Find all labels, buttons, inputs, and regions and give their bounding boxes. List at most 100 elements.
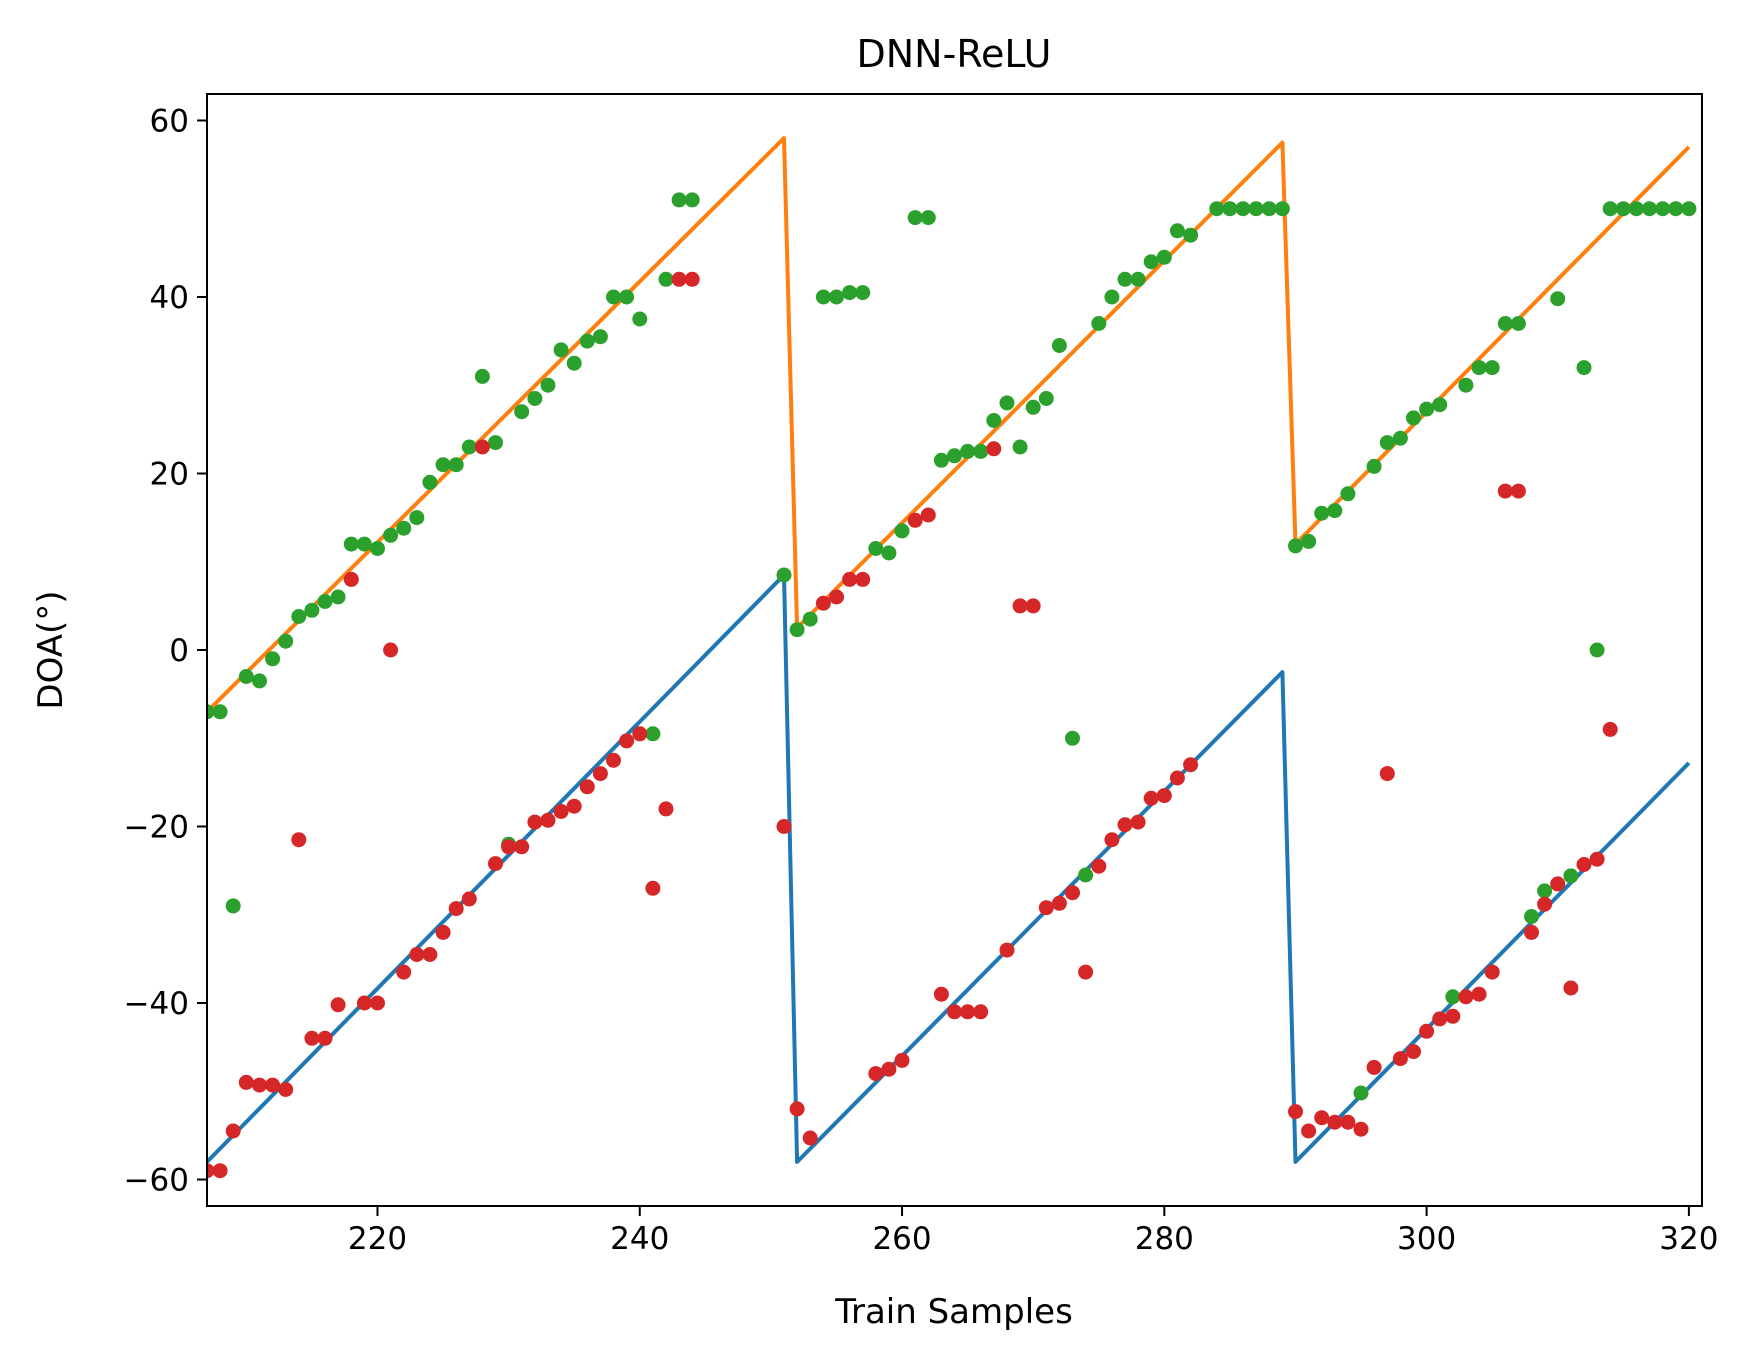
scatter-point-2-25 (527, 391, 543, 406)
scatter-point-3-33 (632, 726, 648, 742)
scatter-point-2-41 (815, 289, 831, 305)
scatter-point-3-38 (776, 819, 792, 834)
scatter-point-2-86 (1419, 401, 1435, 417)
scatter-point-3-64 (1117, 817, 1133, 833)
scatter-point-2-15 (396, 520, 412, 536)
scatter-point-3-55 (999, 942, 1015, 958)
scatter-point-2-103 (1642, 201, 1657, 217)
scatter-point-3-52 (960, 1004, 976, 1020)
scatter-point-2-99 (1589, 642, 1605, 658)
scatter-point-2-48 (907, 210, 923, 226)
scatter-point-3-77 (1379, 766, 1395, 782)
scatter-point-3-88 (1524, 924, 1539, 940)
scatter-point-3-25 (527, 814, 543, 830)
scatter-point-2-104 (1655, 201, 1671, 217)
scatter-point-3-67 (1156, 788, 1172, 804)
scatter-point-2-6 (278, 633, 294, 649)
y-tick-label: −40 (124, 986, 189, 1022)
scatter-point-2-62 (1091, 316, 1107, 331)
scatter-point-3-59 (1051, 895, 1067, 911)
scatter-point-2-17 (422, 474, 438, 490)
y-tick-label: −20 (124, 810, 189, 846)
scatter-point-2-93 (1510, 316, 1526, 331)
scatter-point-3-69 (1183, 757, 1199, 773)
scatter-point-3-54 (986, 441, 1002, 457)
scatter-point-2-14 (383, 527, 399, 543)
scatter-point-2-28 (566, 355, 582, 371)
scatter-point-2-20 (461, 439, 477, 455)
scatter-point-2-75 (1274, 201, 1290, 217)
scatter-point-3-81 (1432, 1011, 1448, 1027)
scatter-point-3-19 (448, 901, 464, 917)
scatter-point-3-3 (238, 1074, 254, 1090)
scatter-point-2-49 (920, 210, 936, 226)
scatter-point-2-29 (579, 333, 595, 349)
scatter-point-3-87 (1510, 483, 1526, 499)
scatter-point-3-0 (207, 1163, 215, 1179)
scatter-point-3-22 (488, 856, 503, 872)
scatter-point-3-74 (1340, 1114, 1356, 1130)
scatter-point-2-50 (933, 452, 949, 468)
scatter-point-2-65 (1130, 271, 1146, 287)
scatter-point-3-44 (855, 571, 871, 587)
scatter-point-2-91 (1484, 360, 1500, 376)
scatter-point-3-58 (1038, 900, 1054, 916)
scatter-point-3-17 (422, 947, 438, 962)
scatter-point-2-56 (1012, 439, 1028, 455)
scatter-point-3-83 (1458, 989, 1474, 1005)
scatter-point-3-51 (947, 1004, 962, 1020)
scatter-point-3-76 (1366, 1059, 1382, 1075)
scatter-point-2-58 (1038, 391, 1054, 406)
scatter-point-2-106 (1681, 201, 1697, 217)
scatter-point-3-91 (1563, 980, 1579, 996)
scatter-point-3-37 (684, 271, 700, 287)
scatter-point-2-1 (212, 704, 228, 720)
y-tick-label: 40 (150, 280, 189, 316)
x-axis: 220 240 260 280 300 320 (348, 1206, 1718, 1257)
series-line-1 (207, 136, 1691, 714)
scatter-point-3-45 (868, 1066, 884, 1082)
scatter-point-3-43 (842, 571, 858, 587)
scatter-point-3-85 (1484, 964, 1500, 980)
scatter-point-3-26 (540, 812, 556, 828)
scatter-point-2-33 (632, 311, 648, 327)
scatter-point-3-35 (658, 801, 674, 817)
scatter-point-2-82 (1366, 458, 1382, 474)
scatter-point-2-19 (448, 457, 464, 473)
scatter-point-2-16 (409, 510, 425, 526)
scatter-point-3-72 (1314, 1110, 1330, 1126)
scatter-point-2-76 (1288, 538, 1303, 554)
scatter-point-2-26 (540, 377, 556, 393)
scatter-point-3-93 (1589, 851, 1605, 867)
scatter-point-3-34 (645, 880, 661, 896)
scatter-point-3-92 (1576, 857, 1592, 872)
scatter-point-2-13 (370, 541, 385, 556)
scatter-point-2-35 (658, 271, 674, 287)
y-tick-label: −60 (124, 1163, 189, 1199)
scatter-point-2-71 (1222, 201, 1238, 217)
scatter-point-3-4 (252, 1077, 267, 1093)
scatter-point-2-4 (252, 673, 267, 689)
scatter-point-3-49 (920, 507, 936, 523)
scatter-point-3-50 (933, 986, 949, 1002)
y-axis-label: DOA(°) (31, 590, 71, 709)
scatter-point-3-68 (1169, 770, 1185, 786)
scatter-point-2-31 (606, 289, 621, 305)
scatter-point-2-37 (684, 192, 700, 208)
scatter-point-3-29 (579, 779, 595, 795)
scatter-point-2-39 (789, 622, 805, 638)
scatter-point-3-75 (1353, 1121, 1369, 1137)
scatter-point-2-87 (1432, 397, 1448, 413)
scatter-point-2-102 (1628, 201, 1644, 217)
scatter-point-3-15 (396, 964, 412, 980)
scatter-point-2-92 (1497, 316, 1513, 331)
scatter-point-3-7 (291, 832, 307, 848)
scatter-point-3-40 (802, 1130, 818, 1146)
scatter-point-2-10 (330, 589, 346, 605)
x-tick-label: 240 (610, 1221, 669, 1257)
scatter-point-3-28 (566, 798, 582, 814)
scatter-point-3-18 (435, 924, 451, 940)
scatter-point-3-16 (409, 947, 425, 962)
series-layer (207, 136, 1697, 1179)
